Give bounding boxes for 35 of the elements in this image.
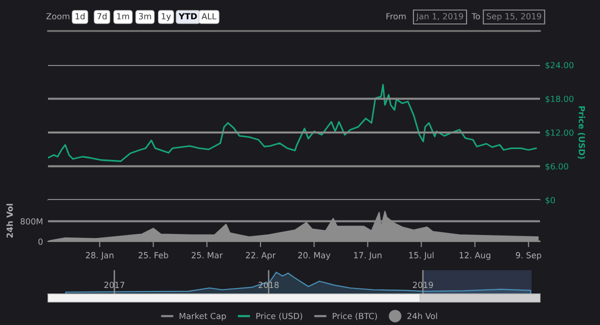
text: 3m	[138, 13, 151, 20]
text: Sep 15, 2019	[486, 13, 542, 22]
x-tick-label: 17. Jun	[354, 252, 382, 260]
y-tick-label: $24.00	[546, 62, 574, 70]
y-tick-label: 0	[38, 238, 43, 245]
legend-label: Price (USD)	[256, 312, 302, 320]
text: Jan 1, 2019	[416, 13, 464, 21]
text: 1m	[117, 13, 129, 20]
y-tick-label: $0	[546, 196, 555, 204]
x-tick-label: 20. May	[298, 252, 330, 260]
y-tick-label: $6.00	[546, 163, 568, 171]
text: To	[472, 13, 480, 20]
legend-label: Market Cap	[180, 312, 226, 321]
text: YTD	[178, 13, 197, 20]
y-tick-label: $12.00	[546, 129, 574, 137]
x-tick-label: 25. Mar	[192, 252, 223, 258]
line-series	[48, 84, 537, 162]
x-tick-label: 9. Sep	[516, 252, 542, 260]
x-tick-label: 25. Feb	[138, 252, 168, 258]
legend-label: 24h Vol	[407, 312, 438, 320]
y-axis-title: Price (USD)	[578, 106, 586, 159]
x-tick-label: 28. Jan	[86, 252, 114, 260]
text: Zoom	[46, 13, 70, 20]
x-tick-label: 22. Apr	[246, 252, 276, 260]
legend-label: Price (BTC)	[332, 312, 377, 320]
text: 1y	[162, 13, 171, 22]
text: From	[386, 13, 406, 20]
y-tick-label: 800M	[20, 218, 42, 225]
x-tick-label: 12. Aug	[460, 252, 490, 260]
y-axis-title: 24h Vol	[6, 204, 13, 238]
x-tick-label: 15. Jul	[409, 252, 434, 260]
text: ALL	[202, 13, 216, 20]
text: 1d	[76, 12, 85, 20]
y-tick-label: $18.00	[546, 96, 574, 104]
text: 7d	[97, 12, 107, 20]
